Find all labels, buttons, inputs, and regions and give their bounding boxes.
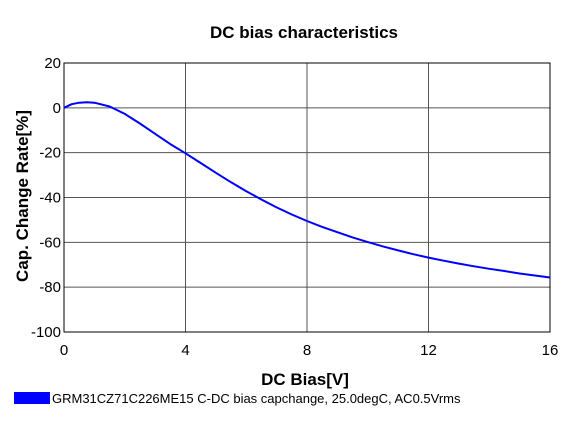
x-tick-label: 16 <box>542 342 559 359</box>
data-point <box>412 253 414 255</box>
y-tick-label: -60 <box>39 234 61 251</box>
y-tick-label: 20 <box>44 55 61 72</box>
data-point <box>260 198 263 201</box>
y-axis-label: Cap. Change Rate[%] <box>13 110 32 282</box>
data-point <box>63 107 65 109</box>
data-point <box>276 206 278 208</box>
data-point <box>200 162 202 164</box>
data-point <box>321 226 323 228</box>
data-point <box>93 102 95 104</box>
legend-swatch <box>14 392 50 404</box>
x-axis-label: DC Bias[V] <box>261 370 349 389</box>
legend-label: GRM31CZ71C226ME15 C-DC bias capchange, 2… <box>52 391 461 406</box>
data-point <box>367 241 369 243</box>
data-point <box>124 113 126 115</box>
data-point <box>139 122 141 125</box>
x-tick-label: 4 <box>181 342 189 359</box>
data-point <box>86 101 88 103</box>
x-tick-label: 8 <box>303 342 311 359</box>
data-point <box>78 102 80 104</box>
data-point <box>291 213 293 216</box>
x-tick-label: 0 <box>60 342 68 359</box>
x-tick-label: 12 <box>420 342 437 359</box>
grid <box>63 62 551 333</box>
data-point <box>184 152 187 154</box>
chart-title: DC bias characteristics <box>210 23 398 42</box>
data-point <box>443 260 445 262</box>
data-point <box>108 105 111 108</box>
data-point <box>534 274 536 277</box>
data-point <box>488 268 490 270</box>
data-point <box>336 231 338 233</box>
plot-area <box>63 62 551 333</box>
data-point <box>549 276 551 279</box>
y-tick-label: 0 <box>53 100 61 117</box>
data-point <box>169 143 171 145</box>
data-point <box>230 181 232 183</box>
y-tick-label: -80 <box>39 279 61 296</box>
data-point <box>351 236 354 239</box>
data-point <box>519 272 521 275</box>
data-point <box>382 245 384 247</box>
y-tick-label: -100 <box>31 324 61 341</box>
data-point <box>245 190 247 192</box>
data-point <box>306 220 308 222</box>
axis-ticks: 0 4 8 12 16 20 0 -20 -40 -60 -80 -100 <box>31 55 558 359</box>
data-point <box>458 263 460 265</box>
data-point <box>503 270 506 272</box>
legend: GRM31CZ71C226ME15 C-DC bias capchange, 2… <box>14 391 461 406</box>
y-tick-label: -40 <box>39 190 61 207</box>
data-point <box>215 172 217 174</box>
y-tick-label: -20 <box>39 145 61 162</box>
data-point <box>154 133 156 135</box>
data-point <box>397 249 399 252</box>
data-point <box>70 103 73 105</box>
data-point <box>473 265 475 267</box>
series-group <box>63 101 551 279</box>
data-point <box>427 256 430 259</box>
